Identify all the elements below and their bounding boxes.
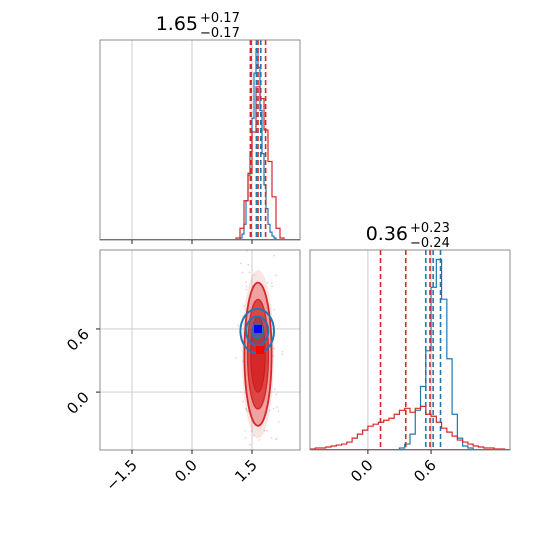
hist-2-xtick-label: 0.6 — [410, 456, 440, 486]
hist-1-ticks — [131, 240, 253, 244]
joint-xtick-label: 1.5 — [231, 456, 261, 486]
joint-sample-point — [245, 281, 247, 283]
joint-sample-point — [275, 274, 277, 277]
joint-sample-point — [273, 347, 275, 350]
joint-sample-point — [263, 429, 266, 432]
hist-panel-1: 1.65 +0.17 −0.17 — [99, 11, 301, 244]
joint-sample-point — [273, 254, 275, 257]
joint-sample-point — [235, 356, 238, 359]
joint-sample-point — [243, 305, 246, 307]
hist-1-title-upper: +0.17 — [200, 11, 240, 26]
joint-sample-point — [268, 409, 271, 412]
hist-1-grid — [131, 40, 253, 240]
joint-sample-point — [273, 308, 275, 311]
joint-sample-point — [272, 355, 275, 357]
joint-sample-point — [245, 408, 248, 411]
joint-sample-point — [242, 360, 244, 363]
hist-2-xtick-label: 0.0 — [347, 456, 377, 486]
hist-1-series — [100, 40, 300, 240]
joint-sample-point — [275, 393, 278, 396]
joint-ytick-label: 0.0 — [63, 388, 93, 418]
joint-sample-point — [258, 439, 260, 441]
joint-sample-point — [264, 475, 266, 477]
joint-xtick-label: −1.5 — [102, 456, 140, 494]
joint-sample-point — [247, 410, 249, 412]
hist-1-frame — [99, 39, 301, 241]
hist-2-title-upper: +0.23 — [410, 221, 450, 236]
joint-sample-point — [275, 438, 278, 440]
hist-1-title-lower: −0.17 — [200, 26, 240, 41]
joint-sample-point — [247, 263, 250, 266]
hist-1-title-median: 1.65 — [156, 13, 198, 35]
joint-sample-point — [281, 351, 284, 353]
joint-sample-point — [245, 288, 247, 291]
joint-sample-point — [266, 430, 268, 432]
hist-2-title-lower: −0.24 — [410, 236, 450, 251]
joint-xtick-label: 0.0 — [171, 456, 201, 486]
joint-sample-point — [244, 436, 247, 439]
joint-sample-point — [258, 457, 260, 459]
joint-sample-point — [240, 262, 242, 265]
joint-sample-point — [249, 454, 251, 456]
joint-sample-point — [251, 430, 253, 433]
joint-sample-point — [245, 285, 248, 288]
joint-sample-point — [255, 456, 257, 458]
joint-series — [235, 250, 284, 481]
joint-sample-point — [237, 324, 240, 327]
joint-sample-point — [271, 282, 273, 284]
joint-sample-point — [256, 454, 258, 456]
joint-blue-marker — [254, 324, 262, 333]
joint-sample-point — [253, 434, 255, 437]
hist-2-ticks: 0.0 0.6 — [347, 450, 440, 486]
hist-2-title-median: 0.36 — [366, 223, 408, 245]
joint-frame — [99, 249, 301, 451]
joint-sample-point — [277, 420, 280, 423]
hist-1-series-1-step — [235, 86, 285, 240]
hist-2-frame — [309, 249, 511, 451]
joint-sample-point — [276, 406, 278, 408]
hist-1-title: 1.65 — [156, 13, 198, 35]
joint-sample-point — [242, 400, 245, 403]
joint-sample-point — [271, 285, 273, 288]
joint-sample-point — [239, 391, 241, 393]
joint-ticks: −1.5 0.0 1.5 0.0 0.6 — [63, 325, 261, 495]
hist-2-grid — [367, 250, 432, 450]
joint-sample-point — [272, 407, 275, 410]
hist-2-series-0-step — [398, 258, 474, 450]
joint-ytick-label: 0.6 — [63, 325, 93, 355]
joint-sample-point — [266, 281, 269, 284]
joint-sample-point — [248, 271, 251, 274]
joint-sample-point — [273, 388, 276, 390]
joint-panel: −1.5 0.0 1.5 0.0 0.6 — [63, 249, 301, 495]
joint-sample-point — [241, 271, 244, 274]
joint-sample-point — [270, 436, 273, 439]
hist-2-series-1-step — [310, 405, 510, 450]
joint-sample-point — [249, 443, 252, 446]
joint-sample-point — [253, 274, 256, 276]
joint-red-marker — [256, 346, 264, 354]
hist-2-series — [310, 250, 510, 450]
joint-sample-point — [254, 479, 256, 481]
hist-panel-2: 0.0 0.6 0.36 +0.23 −0.24 — [309, 221, 511, 486]
joint-sample-point — [244, 429, 246, 432]
joint-sample-point — [277, 410, 280, 413]
joint-sample-point — [281, 353, 284, 355]
